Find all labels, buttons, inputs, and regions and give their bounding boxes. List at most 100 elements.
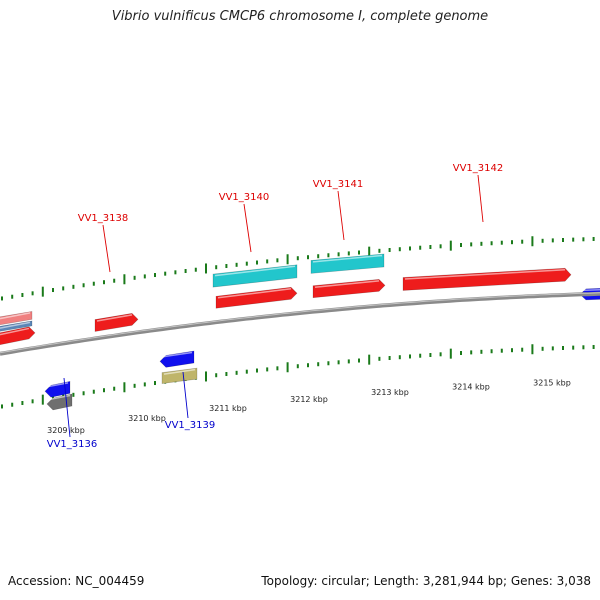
inner-major-tick: [368, 354, 371, 365]
gene-arrow-vv1-3138-shine: [96, 314, 133, 322]
gene-features: [0, 253, 600, 411]
outer-minor-tick: [378, 248, 381, 253]
outer-minor-tick: [327, 253, 330, 258]
inner-major-tick: [449, 348, 452, 359]
inner-minor-tick: [113, 386, 116, 391]
inner-minor-tick: [72, 392, 75, 397]
outer-minor-tick: [521, 239, 524, 244]
inner-minor-tick: [92, 389, 95, 394]
outer-minor-tick: [92, 281, 95, 286]
pseudogene-feature-shine: [48, 394, 71, 401]
inner-minor-tick: [245, 369, 248, 374]
inner-minor-tick: [378, 356, 381, 361]
outer-minor-tick: [1, 296, 3, 301]
outer-major-tick: [286, 254, 289, 265]
outer-tick-ring: [1, 236, 595, 301]
outer-minor-tick: [490, 241, 493, 246]
outer-minor-tick: [500, 240, 503, 245]
inner-minor-tick: [347, 359, 350, 364]
topology-summary: Topology: circular; Length: 3,281,944 bp…: [261, 574, 591, 588]
scale-labels: 3209 kbp 3210 kbp 3211 kbp 3212 kbp 3213 kbp…: [47, 378, 571, 435]
outer-minor-tick: [11, 294, 14, 299]
inner-minor-tick: [133, 383, 136, 388]
misc-feature-khaki-shine: [163, 368, 196, 375]
inner-minor-tick: [592, 344, 595, 349]
outer-minor-tick: [317, 254, 320, 259]
inner-minor-tick: [317, 362, 320, 367]
outer-minor-tick: [398, 247, 401, 252]
outer-minor-tick: [103, 280, 105, 285]
scale-label: 3209 kbp: [47, 426, 85, 435]
inner-minor-tick: [551, 346, 554, 351]
outer-minor-tick: [184, 269, 187, 274]
gene-arrow-vv1-3139-shine: [161, 351, 193, 358]
inner-minor-tick: [500, 348, 503, 353]
inner-minor-tick: [307, 363, 309, 368]
gene-arrow-vv1-3140-shine: [217, 288, 292, 299]
scale-label: 3210 kbp: [128, 414, 166, 423]
scale-label: 3213 kbp: [371, 388, 409, 397]
inner-minor-tick: [460, 351, 462, 356]
outer-minor-tick: [82, 283, 85, 288]
outer-major-tick: [123, 274, 126, 285]
outer-minor-tick: [215, 265, 218, 270]
outer-minor-tick: [21, 293, 24, 298]
outer-minor-tick: [154, 273, 156, 278]
inner-major-tick: [205, 371, 207, 382]
gene-label: VV1_3139: [165, 420, 216, 431]
inner-minor-tick: [541, 346, 544, 351]
outer-minor-tick: [337, 252, 340, 257]
outer-major-tick: [449, 240, 452, 251]
inner-minor-tick: [235, 370, 238, 375]
rna-feature-2: [310, 253, 385, 274]
inner-minor-tick: [582, 345, 585, 350]
outer-minor-tick: [164, 271, 167, 276]
gene-arrow-edge: [0, 326, 36, 346]
gene-label-leader: [243, 203, 252, 253]
gene-arrow-vv1-3141-shine: [314, 280, 380, 288]
inner-minor-tick: [215, 373, 218, 378]
inner-minor-tick: [398, 355, 401, 360]
misc-feature-khaki: [161, 367, 198, 384]
gene-label: VV1_3138: [78, 213, 129, 224]
inner-minor-tick: [419, 353, 422, 358]
outer-minor-tick: [133, 275, 136, 280]
inner-minor-tick: [409, 354, 411, 359]
inner-minor-tick: [154, 381, 156, 386]
outer-minor-tick: [551, 238, 554, 243]
outer-minor-tick: [225, 264, 228, 269]
inner-minor-tick: [470, 350, 473, 355]
inner-minor-tick: [296, 364, 299, 369]
gene-arrow-edge-right-shine: [581, 288, 600, 292]
gene-label-leader: [477, 174, 484, 223]
outer-minor-tick: [419, 245, 422, 250]
outer-minor-tick: [541, 238, 544, 243]
outer-major-tick: [205, 263, 207, 274]
gene-arrow-vv1-3142-shine: [404, 268, 566, 280]
backbone-line: [0, 291, 600, 356]
outer-minor-tick: [194, 267, 197, 272]
outer-minor-tick: [143, 274, 146, 279]
inner-minor-tick: [562, 346, 564, 351]
gene-label: VV1_3136: [47, 439, 98, 450]
gene-labels: VV1_3136 VV1_3138 VV1_3139 VV1_3140 VV1_3141…: [47, 163, 504, 450]
inner-minor-tick: [358, 358, 360, 363]
outer-minor-tick: [439, 244, 442, 249]
gene-label-leader: [63, 377, 71, 438]
gene-arrow-edge-shine: [0, 327, 30, 336]
inner-tick-ring: [1, 344, 595, 409]
inner-minor-tick: [521, 347, 524, 352]
outer-minor-tick: [266, 259, 269, 264]
gene-label-leader: [182, 371, 189, 419]
inner-minor-tick: [276, 366, 279, 371]
outer-minor-tick: [572, 237, 575, 242]
outer-minor-tick: [470, 242, 473, 247]
outer-minor-tick: [174, 270, 177, 275]
outer-minor-tick: [460, 243, 462, 248]
inner-minor-tick: [429, 353, 432, 358]
gene-arrow-vv1-3142: [402, 267, 572, 291]
gene-label: VV1_3141: [313, 179, 364, 190]
outer-major-tick: [531, 236, 534, 247]
scale-label: 3212 kbp: [290, 395, 328, 404]
